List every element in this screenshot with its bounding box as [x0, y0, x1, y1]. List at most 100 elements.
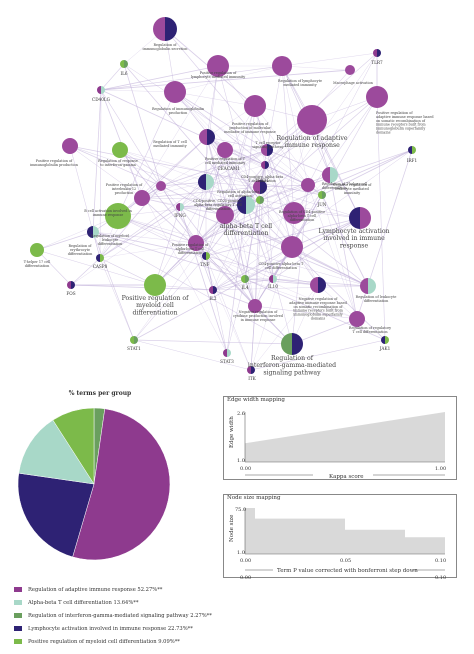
network-edge	[69, 145, 323, 196]
gene-node[interactable]	[256, 196, 264, 204]
term-node[interactable]	[244, 95, 266, 117]
term-node[interactable]	[281, 333, 303, 355]
network-nodes	[30, 17, 416, 374]
term-node[interactable]	[199, 129, 215, 145]
term-node[interactable]	[345, 65, 355, 75]
term-node[interactable]	[297, 105, 327, 135]
term-node[interactable]	[153, 17, 177, 41]
gene-node[interactable]	[97, 86, 105, 94]
term-node-half	[360, 278, 368, 294]
term-node[interactable]	[349, 311, 365, 327]
term-label: Positive regulation of myeloid cell differ…	[122, 295, 189, 316]
term-label: T cell receptor signaling pathway	[252, 141, 283, 149]
term-node[interactable]	[322, 167, 338, 183]
network-edge	[100, 65, 283, 91]
gene-node[interactable]	[223, 349, 231, 357]
network-edge	[291, 246, 369, 287]
term-label: Regulation of T-helper cell differentiati…	[322, 182, 367, 190]
term-node[interactable]	[156, 181, 166, 191]
network-edge	[195, 149, 413, 244]
term-node-half	[261, 144, 267, 156]
term-node[interactable]	[30, 243, 44, 257]
network-edge	[154, 105, 256, 286]
term-node[interactable]	[310, 277, 326, 293]
gene-label: FOS	[66, 291, 75, 296]
network-edge	[123, 63, 323, 196]
term-node[interactable]	[281, 236, 303, 258]
term-node-half	[322, 167, 330, 183]
term-node[interactable]	[237, 196, 255, 214]
term-node-half	[368, 278, 376, 294]
network-edge	[206, 65, 219, 138]
term-node[interactable]	[261, 144, 273, 156]
term-node[interactable]	[144, 274, 166, 296]
network-edge	[70, 284, 214, 291]
gene-node[interactable]	[209, 286, 217, 294]
term-node[interactable]	[253, 180, 267, 194]
network-edge	[205, 181, 261, 188]
term-node[interactable]	[62, 138, 78, 154]
term-node[interactable]	[301, 178, 315, 192]
gene-node-half	[134, 336, 138, 344]
term-node[interactable]	[87, 226, 99, 238]
network-edge	[92, 231, 197, 244]
network-edge	[226, 204, 247, 354]
gene-node[interactable]	[247, 366, 255, 374]
term-node-half	[349, 207, 360, 229]
gene-node[interactable]	[176, 203, 184, 211]
term-node[interactable]	[188, 235, 204, 251]
network-edge	[266, 65, 283, 151]
gene-node-half	[176, 203, 180, 211]
term-node[interactable]	[366, 86, 388, 108]
term-node[interactable]	[112, 142, 128, 158]
gene-node[interactable]	[96, 254, 104, 262]
gene-node[interactable]	[202, 252, 210, 260]
gene-label: IL10	[268, 284, 278, 289]
legend-item: Alpha-beta T cell differentiation 13.64%…	[14, 597, 224, 608]
gene-node[interactable]	[241, 275, 249, 283]
gene-node[interactable]	[318, 191, 326, 199]
network-edge	[123, 63, 247, 206]
gene-label: CASP8	[93, 264, 108, 269]
network-edge	[291, 217, 361, 248]
term-node[interactable]	[349, 207, 371, 229]
gene-node[interactable]	[261, 161, 269, 169]
gene-node[interactable]	[408, 146, 416, 154]
network-edge	[141, 186, 261, 199]
gene-node-half	[273, 275, 277, 283]
legend-label: Regulation of interferon-gamma-mediated …	[28, 612, 212, 619]
gene-node[interactable]	[67, 281, 75, 289]
term-node-circle	[144, 274, 166, 296]
term-label: Regulation of T cell mediated immunity	[153, 140, 187, 148]
node-size-area	[245, 508, 445, 554]
term-node[interactable]	[164, 81, 186, 103]
term-node[interactable]	[216, 206, 234, 224]
term-node[interactable]	[283, 202, 305, 224]
network-labels: Regulation of immunoglobulin secretion Pos…	[24, 43, 435, 381]
term-label: Positive regulation of alpha-beta T cell d…	[172, 243, 209, 255]
term-label: Regulation of immunoglobulin production	[152, 107, 205, 115]
term-node[interactable]	[105, 203, 131, 229]
network-edge	[376, 96, 386, 341]
term-node[interactable]	[207, 55, 229, 77]
gene-node[interactable]	[373, 49, 381, 57]
term-node[interactable]	[360, 278, 376, 294]
legend-item: Lymphocyte activation involved in immune…	[14, 623, 224, 634]
term-node-half	[206, 174, 214, 190]
term-node[interactable]	[134, 190, 150, 206]
gene-node[interactable]	[130, 336, 138, 344]
gene-node[interactable]	[269, 275, 277, 283]
term-node[interactable]	[198, 174, 214, 190]
term-node[interactable]	[248, 299, 262, 313]
gene-node-half	[71, 281, 75, 289]
gene-label: TNF	[200, 262, 209, 267]
term-label: CD4-positive, alpha-beta T cell activatio…	[241, 175, 283, 183]
network-edge	[250, 284, 319, 371]
panel-frame	[223, 396, 457, 480]
term-node[interactable]	[217, 142, 233, 158]
network-edge	[205, 255, 319, 286]
gene-node[interactable]	[120, 60, 128, 68]
term-node[interactable]	[272, 56, 292, 76]
gene-node[interactable]	[381, 336, 389, 344]
network-edge	[329, 174, 358, 320]
